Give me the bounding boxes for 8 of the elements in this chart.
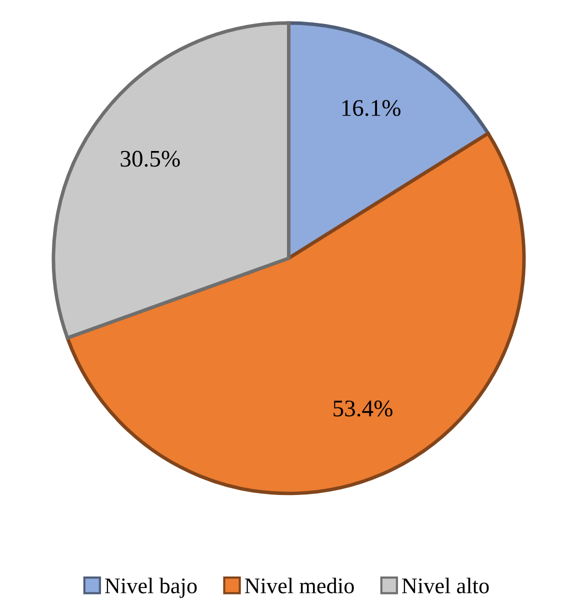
data-label: 30.5% (120, 150, 180, 167)
legend-label: Nivel medio (244, 578, 354, 594)
pie-slice (52, 21, 290, 340)
legend-label: Nivel alto (402, 578, 489, 594)
legend-label: Nivel bajo (105, 578, 197, 598)
data-label: 53.4% (334, 400, 392, 417)
pie-slice (66, 132, 526, 496)
data-label: 16.1% (342, 100, 400, 116)
